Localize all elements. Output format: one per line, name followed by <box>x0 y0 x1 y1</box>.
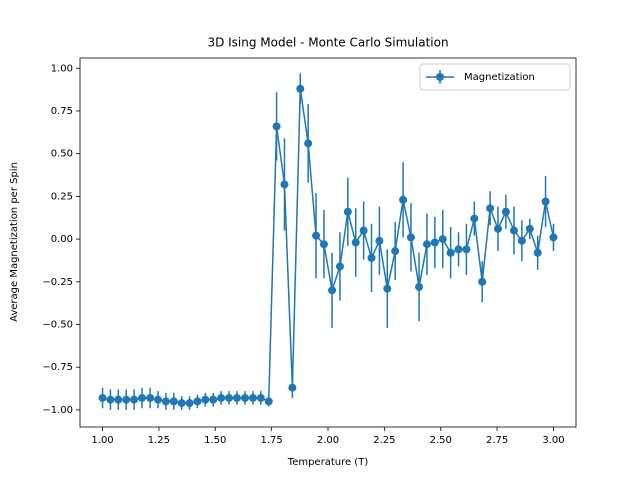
legend-marker <box>436 73 444 81</box>
marker <box>383 284 392 293</box>
y-tick-label: 0.00 <box>51 234 73 245</box>
x-tick-label: 1.75 <box>261 435 283 446</box>
marker <box>288 383 297 392</box>
marker <box>415 282 424 291</box>
marker <box>193 397 202 406</box>
marker <box>304 139 313 148</box>
marker <box>328 286 337 295</box>
marker <box>256 393 265 402</box>
y-tick-label: −0.75 <box>42 362 73 373</box>
marker <box>264 397 273 406</box>
marker <box>493 224 502 233</box>
marker <box>201 395 210 404</box>
x-tick-label: 2.25 <box>373 435 395 446</box>
marker <box>462 245 471 254</box>
marker <box>169 397 178 406</box>
y-axis-label: Average Magnetization per Spin <box>9 162 20 322</box>
marker <box>486 204 495 213</box>
marker <box>510 226 518 235</box>
marker <box>106 395 115 404</box>
marker <box>98 393 107 402</box>
marker <box>232 393 241 402</box>
marker <box>241 393 250 402</box>
x-axis-label: Temperature (T) <box>287 457 369 468</box>
axes-frame <box>79 57 577 428</box>
marker <box>525 224 534 233</box>
x-tick-label: 2.00 <box>317 435 339 446</box>
marker <box>154 395 163 404</box>
marker <box>225 393 234 402</box>
marker <box>533 248 542 257</box>
marker <box>454 245 463 254</box>
y-tick-label: 0.25 <box>51 191 73 202</box>
marker <box>248 393 257 402</box>
marker <box>549 233 558 242</box>
marker <box>335 262 344 271</box>
x-tick-label: 1.50 <box>204 435 226 446</box>
marker <box>146 393 155 402</box>
marker <box>438 235 447 244</box>
y-tick-label: 1.00 <box>51 63 73 74</box>
marker <box>161 397 170 406</box>
marker <box>312 231 321 240</box>
x-tick-label: 2.50 <box>430 435 452 446</box>
marker <box>478 277 487 286</box>
marker <box>406 233 415 242</box>
marker <box>343 207 352 216</box>
marker <box>319 240 328 249</box>
marker <box>185 399 194 408</box>
y-tick-label: −1.00 <box>42 405 73 416</box>
y-tick-label: 0.75 <box>51 106 73 117</box>
marker <box>122 395 131 404</box>
marker <box>399 195 408 204</box>
marker <box>177 399 186 408</box>
marker <box>446 248 455 257</box>
legend-box <box>419 63 571 91</box>
marker <box>470 214 479 223</box>
x-tick-label: 3.00 <box>542 435 564 446</box>
marker <box>501 207 510 216</box>
x-tick-label: 1.00 <box>91 435 113 446</box>
marker <box>272 122 281 131</box>
y-tick-label: 0.50 <box>51 149 73 160</box>
marker <box>430 238 439 247</box>
x-tick-label: 2.75 <box>486 435 508 446</box>
marker <box>209 395 218 404</box>
marker <box>351 238 360 247</box>
y-tick-label: −0.50 <box>42 320 73 331</box>
marker <box>280 180 289 189</box>
marker <box>130 395 139 404</box>
marker <box>359 226 368 235</box>
marker <box>541 197 550 206</box>
chart-title: 3D Ising Model - Monte Carlo Simulation <box>207 36 448 50</box>
marker <box>422 240 431 249</box>
legend-label: Magnetization <box>464 72 535 83</box>
marker <box>114 395 123 404</box>
marker <box>517 236 526 245</box>
marker <box>367 253 376 262</box>
y-tick-label: −0.25 <box>42 277 73 288</box>
marker <box>138 393 146 402</box>
series-line <box>102 88 555 404</box>
marker <box>217 393 226 402</box>
marker <box>296 84 305 93</box>
x-tick-label: 1.25 <box>148 435 170 446</box>
marker <box>391 247 400 256</box>
marker <box>375 236 384 245</box>
